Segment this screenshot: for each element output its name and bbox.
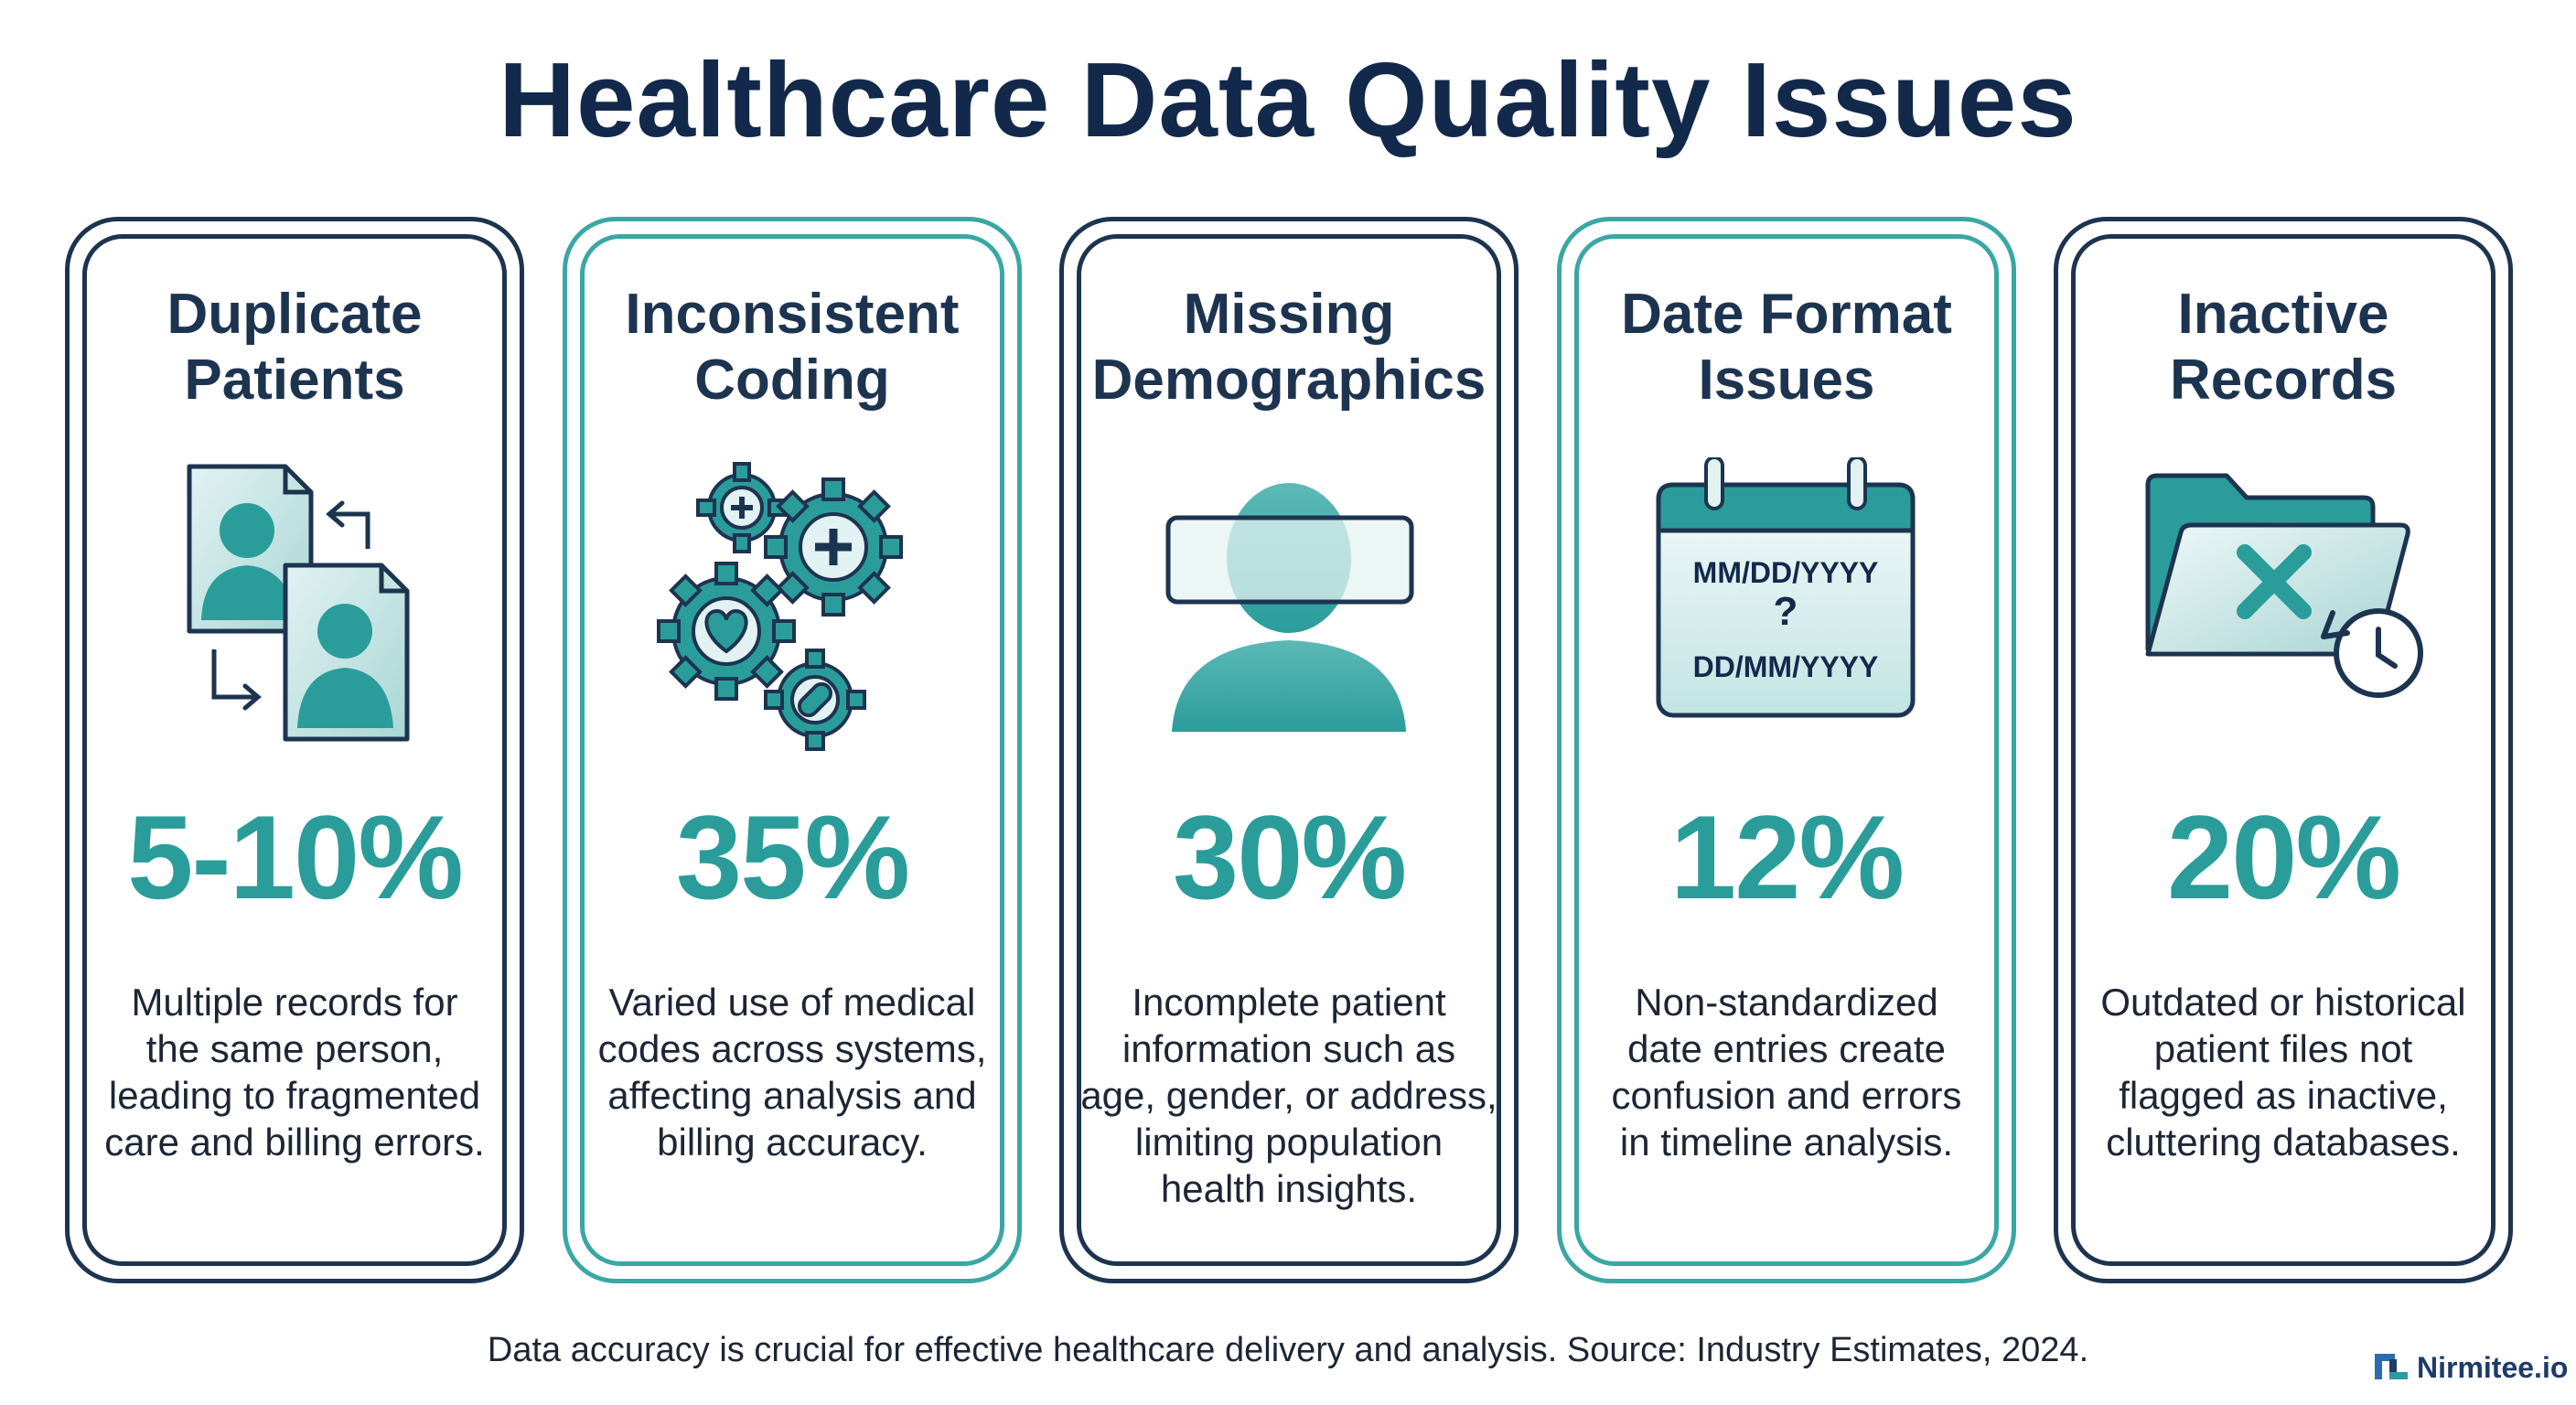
card-stat: 35%: [675, 790, 910, 924]
duplicate-patients-icon: [70, 457, 520, 759]
brand[interactable]: Nirmitee.io: [2373, 1350, 2568, 1386]
calendar-format-top: MM/DD/YYYY: [1693, 556, 1879, 589]
card-stat: 12%: [1669, 790, 1905, 924]
card-inner-border: [2071, 234, 2496, 1266]
card-title: Inactive Records: [2169, 283, 2398, 412]
card-stat: 30%: [1172, 790, 1407, 924]
card-missing-demographics: Missing Demographics 30% Incomplete pati…: [1059, 217, 1519, 1283]
calendar-icon: MM/DD/YYYY ? DD/MM/YYYY: [1562, 457, 2012, 759]
nirmitee-logo-icon: [2373, 1350, 2410, 1386]
gears-icon: [567, 457, 1017, 759]
card-inner-border: [1574, 234, 1999, 1266]
card-duplicate-patients: Duplicate Patients: [65, 217, 524, 1283]
card-description: Multiple records for the same person, le…: [104, 981, 485, 1164]
card-title: Missing Demographics: [1091, 283, 1487, 412]
card-inactive-records: Inactive Records 20% Outdated or histori…: [2054, 217, 2513, 1283]
card-description: Outdated or historical patient files not…: [2100, 981, 2466, 1164]
card-title: Duplicate Patients: [166, 283, 423, 412]
card-date-format-issues: Date Format Issues MM/DD/YYYY ? DD/MM/YY…: [1557, 217, 2016, 1283]
calendar-question-mark: ?: [1774, 589, 1798, 634]
card-title: Date Format Issues: [1621, 283, 1952, 412]
folder-x-clock-icon: [2058, 457, 2508, 759]
card-inner-border: [1077, 234, 1501, 1266]
brand-name: Nirmitee.io: [2417, 1351, 2569, 1384]
card-inner-border: [580, 234, 1004, 1266]
card-description: Varied use of medical codes across syste…: [597, 981, 987, 1164]
card-inner-border: [82, 234, 507, 1266]
card-inconsistent-coding: Inconsistent Coding: [563, 217, 1022, 1283]
card-stat: 20%: [2166, 790, 2401, 924]
card-description: Non-standardized date entries create con…: [1611, 981, 1962, 1164]
footer-note: Data accuracy is crucial for effective h…: [487, 1331, 2089, 1369]
calendar-format-bottom: DD/MM/YYYY: [1693, 650, 1879, 683]
page-title: Healthcare Data Quality Issues: [499, 40, 2077, 159]
card-description: Incomplete patient information such as a…: [1080, 981, 1497, 1210]
card-stat: 5-10%: [127, 790, 464, 924]
obscured-person-icon: [1064, 457, 1514, 759]
card-title: Inconsistent Coding: [625, 283, 960, 412]
